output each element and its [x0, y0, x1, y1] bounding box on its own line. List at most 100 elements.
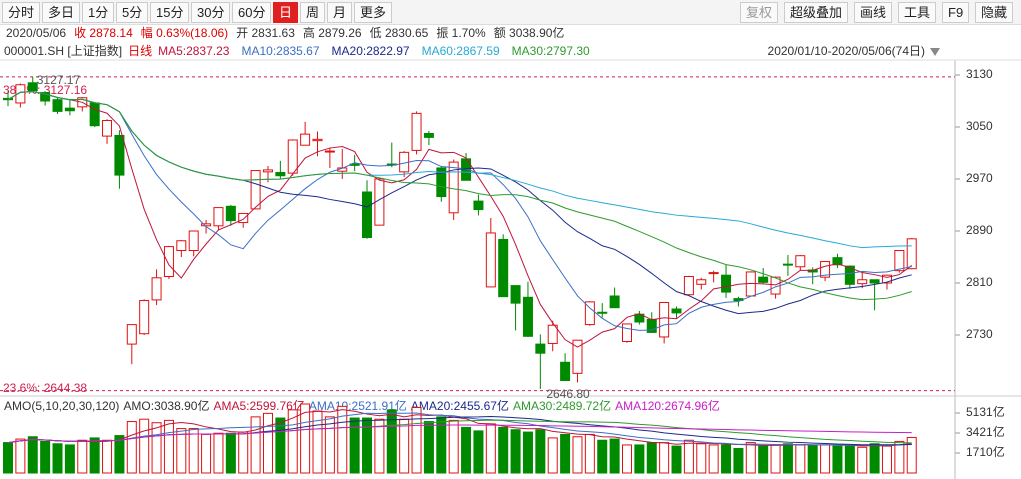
y-tick-label: 2890	[966, 223, 993, 237]
volume-bar	[795, 444, 806, 474]
volume-bar	[102, 439, 113, 474]
period-button[interactable]: 分时	[2, 2, 41, 23]
candle-body	[696, 279, 707, 285]
info-item: 额 3038.90亿	[494, 25, 565, 40]
volume-bar	[399, 418, 410, 474]
candle-body	[522, 296, 533, 337]
volume-title: AMO(5,10,20,30,120)	[4, 399, 119, 413]
volume-bar	[386, 409, 397, 474]
candle-body	[881, 274, 892, 284]
y-tick-label: 3130	[966, 67, 993, 81]
volume-bar	[423, 421, 434, 474]
period-button[interactable]: 更多	[354, 2, 393, 23]
period-button[interactable]: 60分	[232, 2, 272, 23]
y-tick-label: 3050	[966, 119, 993, 133]
tool-button[interactable]: 复权	[740, 2, 779, 23]
period-button[interactable]: 15分	[150, 2, 190, 23]
volume-bar	[163, 419, 174, 474]
date-range: 2020/01/10-2020/05/06(74日)	[768, 44, 925, 58]
candle-body	[597, 311, 608, 314]
low-label: 2646.80	[546, 387, 590, 401]
ma-line	[7, 91, 912, 331]
v-tick-label: 5131亿	[966, 404, 1005, 419]
y-tick-label: 2810	[966, 275, 993, 289]
volume-bar	[139, 418, 150, 474]
volume-bar	[807, 444, 818, 474]
volume-bar	[906, 436, 917, 474]
volume-bar	[225, 432, 236, 474]
candle-body	[188, 230, 199, 251]
volume-bar	[547, 437, 558, 474]
ma-legend: MA60:2867.59	[422, 44, 500, 58]
volume-bar	[634, 444, 645, 474]
period-button[interactable]: 30分	[191, 2, 231, 23]
period-button[interactable]: 月	[327, 2, 353, 23]
info-item: 2020/05/06	[6, 26, 66, 40]
candle-body	[547, 324, 558, 344]
info-item: 低 2830.65	[370, 26, 429, 40]
candle-body	[374, 178, 385, 226]
candle-body	[795, 255, 806, 268]
volume-legend: AMA5:2599.76亿	[213, 398, 304, 413]
candle-body	[275, 172, 286, 177]
candle-body	[782, 263, 793, 266]
volume-bar	[622, 444, 632, 474]
volume-bar	[40, 440, 51, 474]
volume-bar	[869, 443, 880, 474]
volume-bar	[3, 442, 13, 474]
volume-bar	[572, 436, 583, 474]
v-tick-label: 3421亿	[966, 424, 1005, 439]
candle-body	[609, 295, 620, 309]
volume-bar	[696, 443, 707, 474]
candle-body	[485, 232, 496, 288]
candle-body	[560, 361, 571, 381]
y-tick-label: 2730	[966, 327, 993, 341]
ma-legend: MA30:2797.30	[512, 44, 590, 58]
volume-bar	[126, 421, 137, 474]
info-item: 收 2878.14	[74, 26, 133, 40]
volume-bar	[560, 433, 571, 474]
period-button[interactable]: 5分	[116, 2, 149, 23]
period-button[interactable]: 1分	[82, 2, 115, 23]
candle-body	[238, 212, 249, 224]
ma-line	[7, 91, 912, 301]
period-button[interactable]: 多日	[42, 2, 81, 23]
volume-bar	[857, 446, 868, 474]
period-button[interactable]: 周	[300, 2, 326, 23]
volume-bar	[238, 431, 249, 474]
candle-body	[671, 308, 682, 314]
info-item: 幅 0.63%(18.06)	[141, 25, 228, 40]
tool-button[interactable]: 工具	[898, 2, 937, 23]
volume-bar	[176, 428, 187, 474]
volume-bar	[609, 438, 620, 474]
volume-bar	[522, 431, 533, 474]
tool-button[interactable]: 超级叠加	[784, 2, 849, 23]
y-tick-label: 2970	[966, 171, 993, 185]
dropdown	[930, 48, 940, 56]
volume-bar	[597, 439, 608, 474]
ma-line	[7, 91, 913, 348]
tool-button[interactable]: 画线	[854, 2, 893, 23]
tool-button[interactable]: F9	[942, 2, 970, 23]
candle-body	[411, 112, 422, 151]
volume-bar	[213, 432, 224, 474]
candle-body	[869, 279, 880, 284]
tool-button[interactable]: 隐藏	[975, 2, 1014, 23]
volume-bar	[733, 447, 744, 474]
candle-body	[287, 139, 298, 174]
candle-body	[40, 92, 51, 102]
candle-body	[126, 324, 137, 345]
volume-bar	[324, 416, 335, 474]
volume-bar	[584, 433, 595, 474]
volume-bar	[894, 440, 905, 474]
volume-bar	[114, 435, 125, 474]
candle-body	[114, 134, 125, 176]
candle-body	[52, 99, 63, 112]
volume-bar	[646, 442, 657, 474]
period-button[interactable]: 日	[273, 2, 299, 23]
candle-body	[906, 238, 917, 270]
volume-bar	[201, 433, 212, 474]
candle-body	[225, 205, 236, 222]
v-tick-label: 1710亿	[966, 444, 1005, 459]
